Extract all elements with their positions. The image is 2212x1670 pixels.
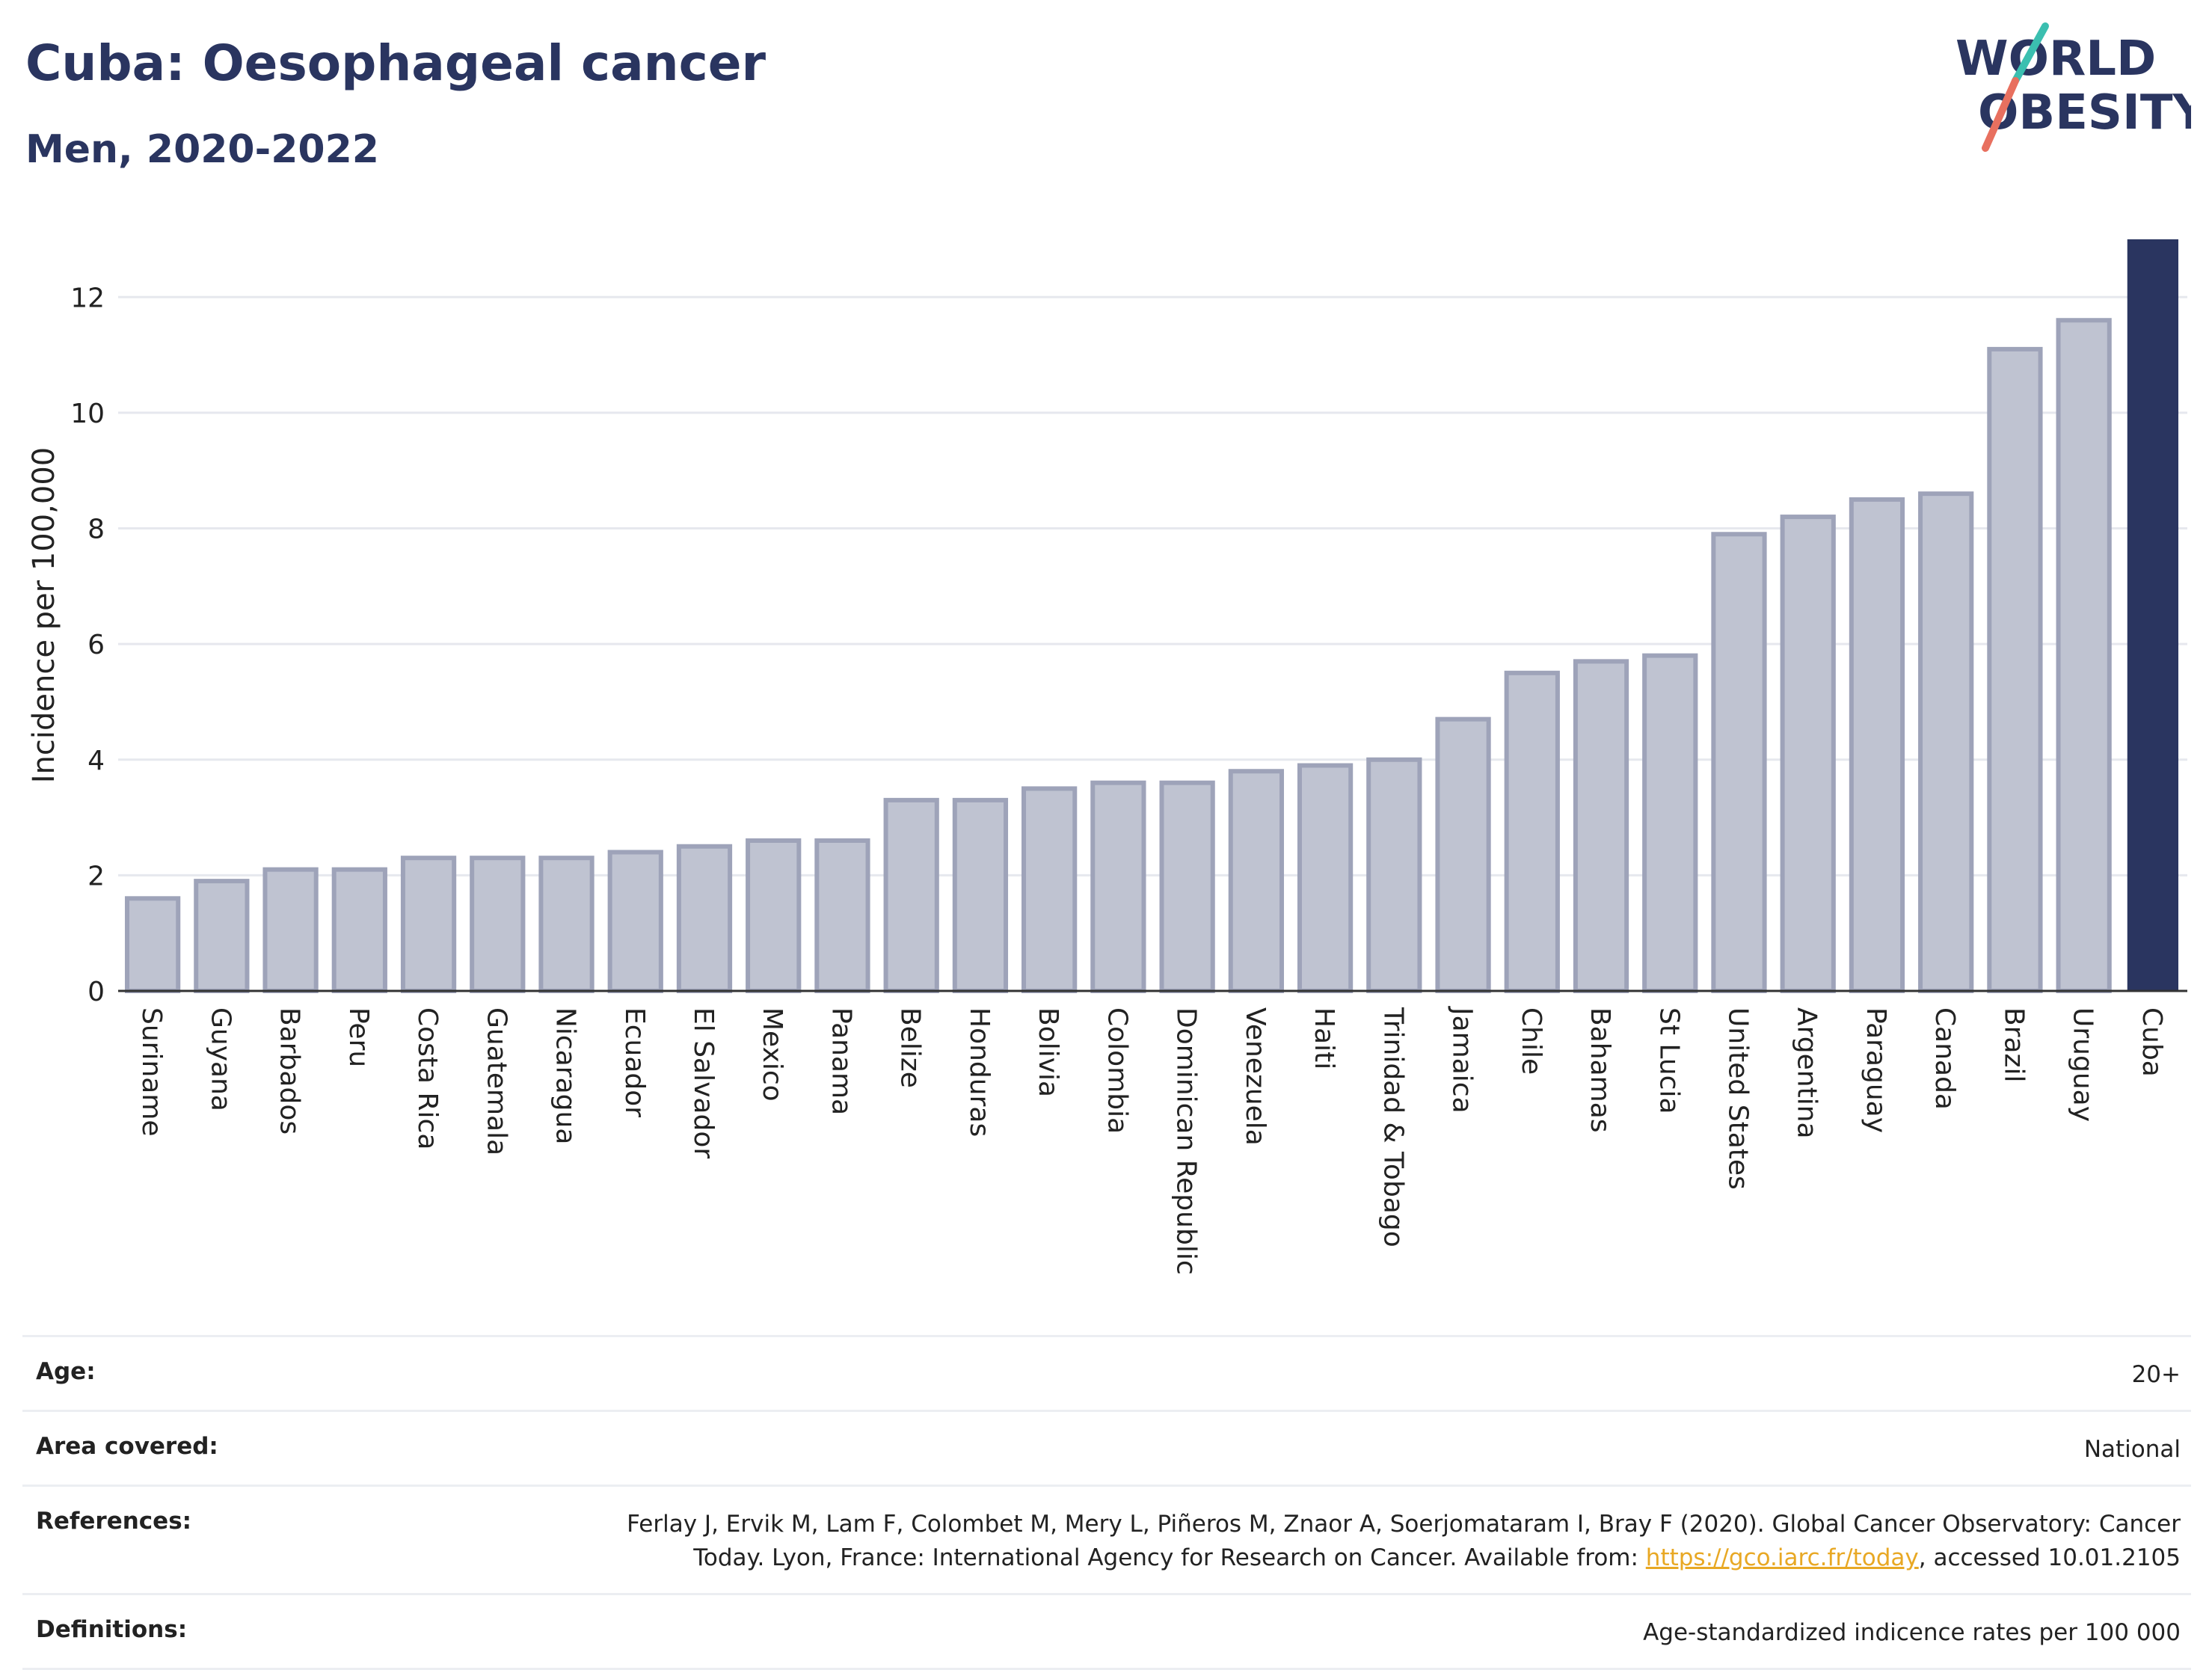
bar-ecuador <box>607 850 663 994</box>
bar-uruguay <box>2056 318 2112 993</box>
meta-row-age: Age: 20+ <box>22 1335 2191 1410</box>
x-tick-label: Venezuela <box>1240 1007 1271 1146</box>
x-tick-label: Bolivia <box>1033 1007 1063 1097</box>
logo-slash-teal <box>2012 22 2049 85</box>
bar-belize <box>883 797 939 994</box>
meta-references-value: Ferlay J, Ervik M, Lam F, Colombet M, Me… <box>627 1508 2181 1575</box>
bar-trinidad-tobago <box>1366 757 1422 993</box>
x-tick-label: Bahamas <box>1585 1007 1615 1133</box>
x-tick-label: Nicaragua <box>550 1007 581 1144</box>
y-tick-label: 8 <box>87 515 105 545</box>
y-tick-label: 12 <box>70 283 105 313</box>
bar-el-salvador <box>676 844 733 993</box>
bar-brazil <box>1987 346 2043 993</box>
x-tick-label: Brazil <box>1998 1007 2029 1082</box>
x-tick-label: Costa Rica <box>412 1007 443 1149</box>
bar-cuba <box>2127 239 2179 991</box>
x-tick-label: Canada <box>1929 1007 1960 1110</box>
meta-age-label: Age: <box>36 1358 96 1385</box>
bar-guyana <box>194 879 250 993</box>
logo-slash-coral <box>1982 77 2019 152</box>
bar-peru <box>331 867 387 993</box>
reference-text-accessed: , accessed 10.01.2105 <box>1918 1544 2181 1571</box>
y-tick-label: 0 <box>87 977 105 1007</box>
x-tick-label: Barbados <box>274 1007 305 1135</box>
bar-paraguay <box>1849 497 1905 993</box>
x-tick-label: Guatemala <box>481 1007 511 1155</box>
y-tick-label: 10 <box>70 399 105 429</box>
reference-link[interactable]: https://gco.iarc.fr/today <box>1645 1544 1919 1571</box>
bar-dominican-republic <box>1159 780 1215 993</box>
bar-argentina <box>1780 515 1836 993</box>
x-tick-label: Chile <box>1516 1007 1546 1075</box>
bar-guatemala <box>470 856 526 993</box>
y-tick-label: 6 <box>87 630 105 660</box>
logo-text-world: WORLD <box>1956 31 2156 87</box>
x-tick-label: Dominican Republic <box>1171 1007 1202 1275</box>
x-tick-label: Mexico <box>757 1007 787 1102</box>
x-tick-label: St Lucia <box>1653 1007 1684 1114</box>
meta-row-definitions: Definitions: Age-standardized indicence … <box>22 1592 2191 1670</box>
x-tick-label: El Salvador <box>688 1007 719 1158</box>
metadata-table: Age: 20+ Area covered: National Referenc… <box>22 1335 2191 1670</box>
meta-definitions-label: Definitions: <box>36 1615 188 1643</box>
bar-nicaragua <box>538 856 595 993</box>
meta-area-value: National <box>2083 1435 2181 1463</box>
bar-venezuela <box>1228 769 1284 993</box>
reference-text-line1: Ferlay J, Ervik M, Lam F, Colombet M, Me… <box>627 1510 2181 1538</box>
x-tick-label: Trinidad & Tobago <box>1377 1007 1408 1247</box>
bar-chile <box>1504 670 1560 993</box>
bar-bahamas <box>1573 659 1629 993</box>
y-axis-label: Incidence per 100,000 <box>27 447 61 784</box>
bar-barbados <box>262 867 319 993</box>
meta-age-value: 20+ <box>2131 1361 2181 1388</box>
reference-text-line2: Today. Lyon, France: International Agenc… <box>693 1544 1646 1571</box>
x-tick-label: Belize <box>895 1007 926 1088</box>
x-tick-label: Panama <box>826 1007 856 1115</box>
x-tick-label: Cuba <box>2136 1007 2167 1077</box>
x-tick-label: Haiti <box>1309 1007 1339 1069</box>
bar-jamaica <box>1435 716 1491 994</box>
chart-title: Cuba: Oesophageal cancer <box>25 34 766 92</box>
bar-chart: 0 2 4 6 8 10 12 Incidence per 100,000 Suriname Gu… <box>27 239 2187 1275</box>
bar-bolivia <box>1021 786 1078 994</box>
bar-colombia <box>1090 780 1146 993</box>
x-tick-label: Ecuador <box>619 1007 650 1117</box>
x-tick-label: Honduras <box>964 1007 995 1137</box>
bar-st-lucia <box>1642 653 1698 993</box>
y-tick-label: 4 <box>87 746 105 776</box>
bar-canada <box>1918 491 1974 993</box>
x-tick-label: Colombia <box>1102 1007 1132 1134</box>
logo-text-obesity: OBESITY <box>1978 85 2191 141</box>
chart-subtitle: Men, 2020-2022 <box>25 127 379 172</box>
bar-united-states <box>1711 532 1767 993</box>
meta-area-label: Area covered: <box>36 1432 218 1460</box>
bar-panama <box>814 838 870 993</box>
bar-mexico <box>746 838 802 993</box>
x-tick-label: Peru <box>343 1007 374 1067</box>
bar-costa-rica <box>400 856 457 993</box>
x-tick-label: Paraguay <box>1861 1007 1891 1133</box>
y-tick-label: 2 <box>87 861 105 891</box>
x-tick-label: Uruguay <box>2068 1007 2098 1122</box>
meta-definitions-value: Age-standardized indicence rates per 100… <box>1643 1618 2181 1646</box>
x-tick-label: Argentina <box>1792 1007 1822 1139</box>
meta-row-area: Area covered: National <box>22 1409 2191 1485</box>
x-tick-label: Suriname <box>136 1007 167 1137</box>
x-tick-label: Guyana <box>205 1007 236 1111</box>
bar-honduras <box>952 797 1009 994</box>
bar-suriname <box>124 896 181 994</box>
x-tick-label: United States <box>1722 1007 1753 1190</box>
meta-references-label: References: <box>36 1507 192 1535</box>
bar-haiti <box>1297 763 1354 993</box>
world-obesity-logo: WORLD OBESITY <box>1956 22 2191 152</box>
x-tick-label: Jamaica <box>1447 1006 1478 1114</box>
meta-row-references: References: Ferlay J, Ervik M, Lam F, Co… <box>22 1484 2191 1593</box>
